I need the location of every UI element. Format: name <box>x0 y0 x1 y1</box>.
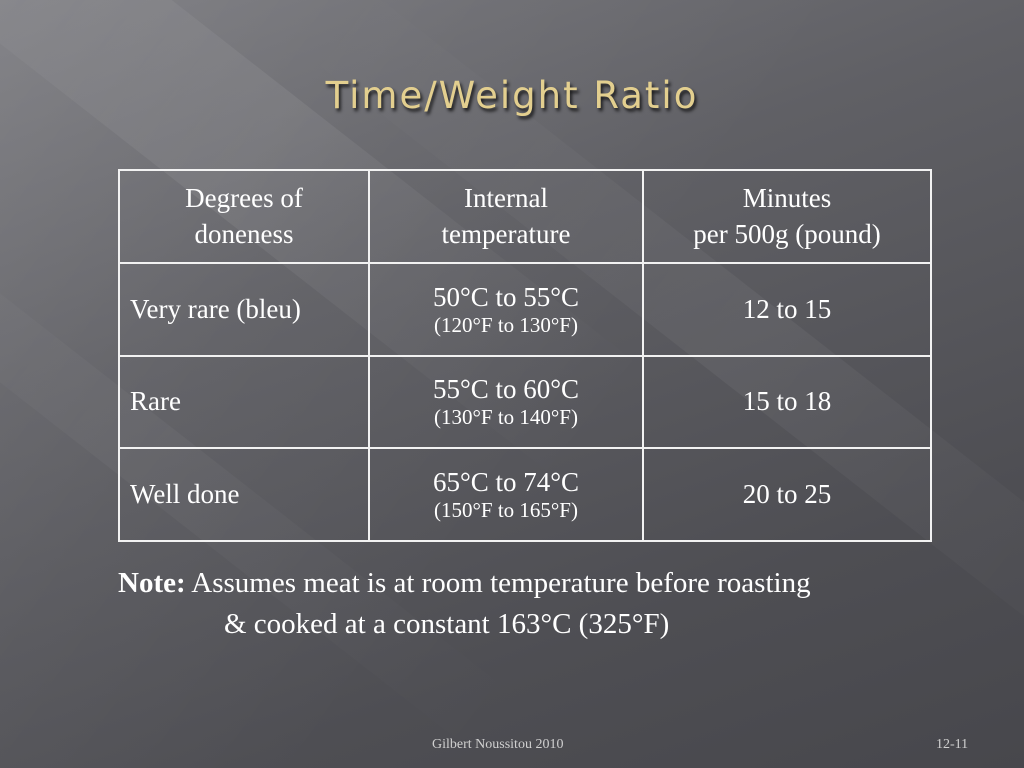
table-header-row: Degrees of doneness Internal temperature… <box>118 169 932 264</box>
minutes-cell: 12 to 15 <box>642 261 932 357</box>
header-internal-temperature: Internal temperature <box>368 169 644 264</box>
note-text: Note: Assumes meat is at room temperatur… <box>118 563 978 645</box>
temperature-cell: 50°C to 55°C (120°F to 130°F) <box>368 261 644 357</box>
table-row: Well done 65°C to 74°C (150°F to 165°F) … <box>118 447 932 542</box>
footer-page-number: 12-11 <box>936 737 969 752</box>
doneness-cell: Rare <box>118 354 370 450</box>
header-minutes-line2: per 500g (pound) <box>693 219 881 250</box>
slide-title: Time/Weight Ratio <box>325 74 699 117</box>
header-doneness-line2: doneness <box>194 219 294 250</box>
header-doneness-line1: Degrees of <box>185 182 303 213</box>
temperature-celsius: 50°C to 55°C <box>432 281 580 312</box>
note-line1: Assumes meat is at room temperature befo… <box>191 567 811 599</box>
header-doneness: Degrees of doneness <box>118 169 370 264</box>
doneness-cell: Very rare (bleu) <box>118 261 370 357</box>
note-line2: & cooked at a constant 163°C (325°F) <box>224 608 670 641</box>
header-temp-line1: Internal <box>464 182 548 213</box>
temperature-fahrenheit: (120°F to 130°F) <box>434 312 578 337</box>
table-row: Rare 55°C to 60°C (130°F to 140°F) 15 to… <box>118 354 932 450</box>
temperature-fahrenheit: (150°F to 165°F) <box>434 498 578 523</box>
footer-author: Gilbert Noussitou 2010 <box>432 737 564 752</box>
header-minutes: Minutes per 500g (pound) <box>642 169 932 264</box>
minutes-cell: 15 to 18 <box>642 354 932 450</box>
doneness-cell: Well done <box>118 447 370 542</box>
temperature-fahrenheit: (130°F to 140°F) <box>434 405 578 430</box>
minutes-cell: 20 to 25 <box>642 447 932 542</box>
time-weight-table: Degrees of doneness Internal temperature… <box>118 169 932 542</box>
temperature-cell: 55°C to 60°C (130°F to 140°F) <box>368 354 644 450</box>
note-label: Note: <box>118 567 186 599</box>
temperature-celsius: 55°C to 60°C <box>432 374 580 405</box>
temperature-cell: 65°C to 74°C (150°F to 165°F) <box>368 447 644 542</box>
header-temp-line2: temperature <box>441 219 571 250</box>
header-minutes-line1: Minutes <box>742 182 832 213</box>
table-row: Very rare (bleu) 50°C to 55°C (120°F to … <box>118 261 932 357</box>
temperature-celsius: 65°C to 74°C <box>432 467 580 498</box>
